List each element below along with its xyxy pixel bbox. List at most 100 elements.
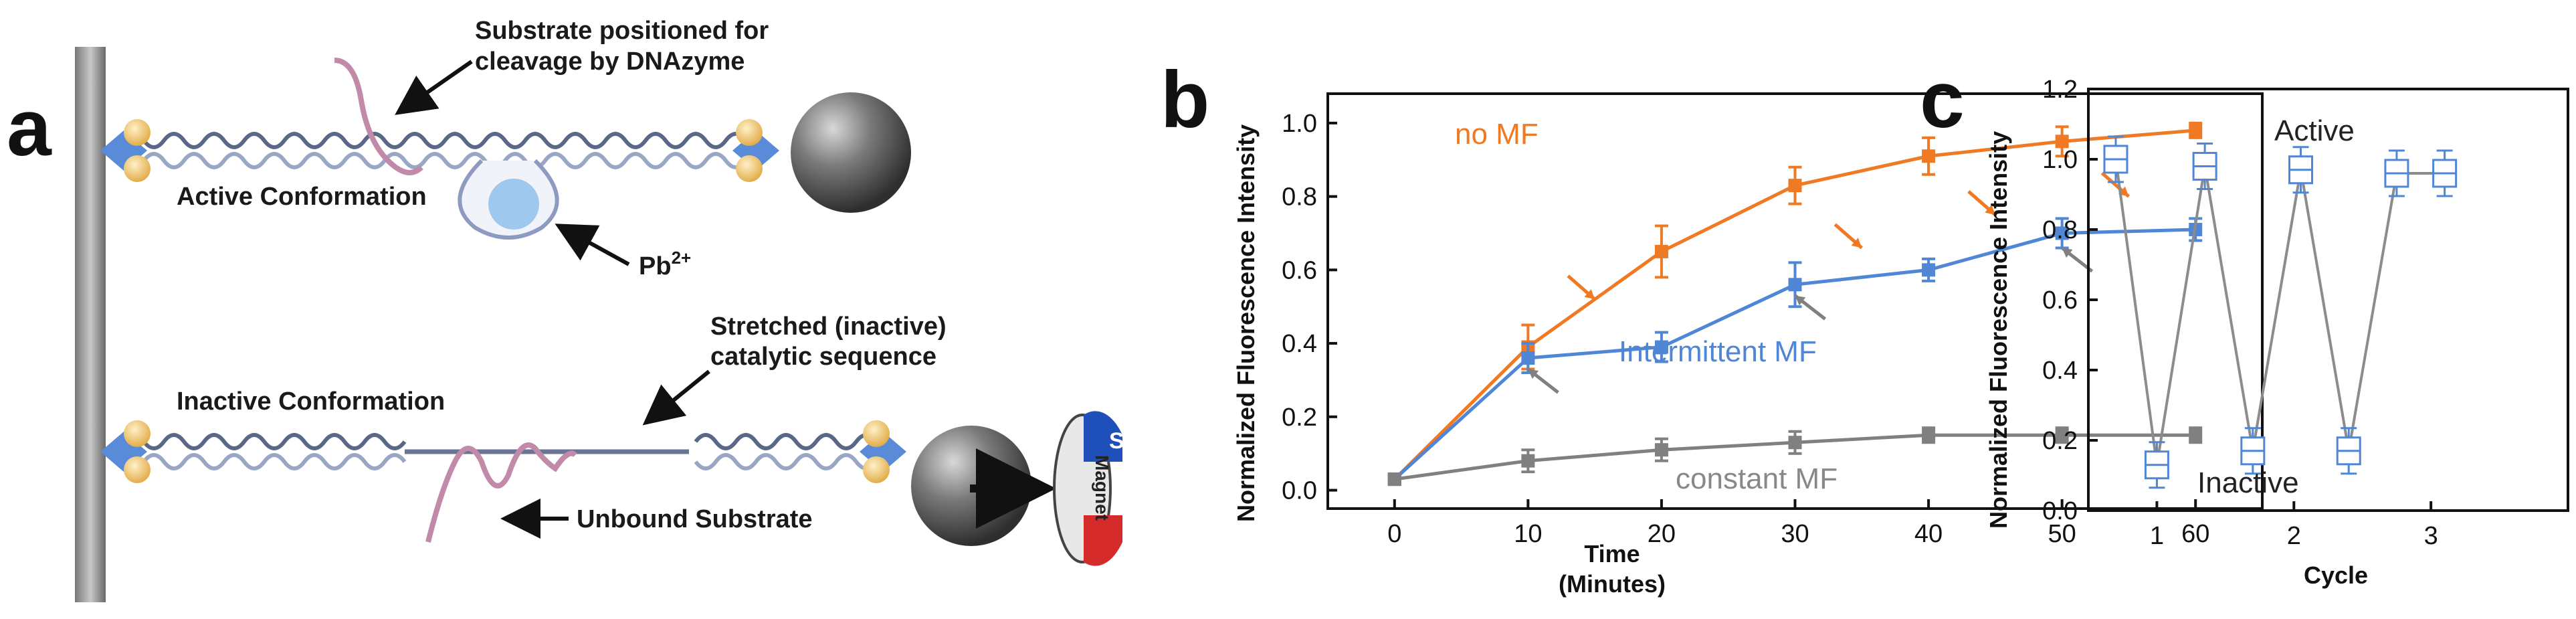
dna-helix-top-strand2 [122,152,768,169]
unbound-substrate-label: Unbound Substrate [577,505,813,533]
unbound-substrate-strand [425,442,577,543]
data-point [1788,179,1802,193]
gray-arrow-head [1528,369,1539,379]
anchor-node-left-bottom [100,420,151,483]
chart-b-xtick-label: 10 [1514,520,1542,548]
active-conformation-label: Active Conformation [177,183,427,211]
stretched-label-2: catalytic sequence [710,343,936,371]
panel-a: a Substrate positioned for cleavage by D… [7,17,1124,602]
data-point [2055,428,2069,442]
chart-c-ytick-label: 1.0 [2042,146,2078,174]
data-point [2189,123,2203,137]
chart-b-ytick-label: 1.0 [1282,110,1317,138]
anchor-node-right-top [732,119,779,182]
legend-no-mf: no MF [1455,118,1539,151]
data-point [1521,454,1535,468]
data-point [1521,351,1535,365]
data-point [1654,340,1668,354]
chart-b-annotation-arrows [1526,171,2131,394]
data-point [1922,428,1936,442]
dna-helix-bottom-right-strand1 [694,433,878,450]
pb-arrow [555,224,630,266]
chart-b-xticks: 0 10 20 30 40 50 60 [1387,499,2209,548]
chart-b-xtick-label: 40 [1914,520,1943,548]
data-point [1922,149,1936,163]
chart-c-ytick-label: 0.8 [2042,216,2078,244]
data-point [2189,428,2203,442]
chart-c-xticks: 1 2 3 [2150,501,2438,550]
dna-helix-bottom-right-strand2 [694,453,878,470]
chart-c-ytick-label: 0.2 [2042,427,2078,455]
dna-helix-bottom-left-strand2 [122,453,407,470]
stretched-arrow [642,369,710,426]
panel-letter-a: a [7,83,52,173]
chart-c-ylabel: Normalized Fluorescence Intensity [1985,131,2012,529]
chart-b-ytick-label: 0.0 [1282,477,1317,505]
panel-letter-b: b [1161,55,1209,145]
chart-b-xlabel-line1: Time [1584,540,1640,567]
inactive-conformation-label: Inactive Conformation [177,387,445,416]
anchor-node-right-bottom [860,420,906,483]
chart-b-yticks: 0.0 0.2 0.4 0.6 0.8 1.0 [1282,110,1337,505]
chart-c-yticks: 0.0 0.2 0.4 0.6 0.8 1.0 1.2 [2042,76,2098,525]
gray-arrow-head [1795,295,1806,306]
gray-arrow-head [2062,248,2073,258]
dna-helix-bottom-left-strand1 [122,433,407,450]
chart-b-ytick-label: 0.4 [1282,330,1317,358]
chart-b-xtick-label: 50 [2048,520,2076,548]
panel-c: c Normalized Fluorescence Intensity 0.00… [1920,55,2569,589]
panel-letter-c: c [1920,55,1965,145]
data-point [1922,263,1936,277]
data-point [2055,135,2069,149]
chart-c-active-label: Active [2274,114,2355,147]
chart-c-series [2103,135,2458,489]
data-point [1788,278,1802,292]
chart-c-xlabel: Cycle [2304,561,2368,589]
orange-arrow-head [1584,289,1595,300]
substrate-strand-bound [334,58,423,175]
panel-b: b Normalized Fluorescence Intensity 0.00… [1161,55,2264,598]
surface-wall [75,47,106,602]
svg-text:S: S [1109,428,1124,454]
stretched-label-1: Stretched (inactive) [710,313,947,341]
orange-arrow-head [1985,205,1995,215]
chart-c-ytick-label: 1.2 [2042,76,2078,104]
chart-b-ytick-label: 0.2 [1282,404,1317,432]
inactive-construct: S Magnet [100,411,1124,566]
data-point [1387,472,1401,487]
substrate-arrow [395,60,473,115]
svg-text:Magnet: Magnet [1092,455,1112,521]
orange-arrow-head [1851,238,1862,248]
chart-b-xtick-label: 0 [1387,520,1401,548]
chart-c-ytick-label: 0.4 [2042,357,2078,385]
cycle-line [2114,159,2445,466]
chart-b-xtick-label: 20 [1648,520,1676,548]
chart-b-ytick-label: 0.8 [1282,183,1317,211]
pb-label: Pb2+ [639,248,691,280]
active-construct [100,58,911,240]
chart-c-ytick-label: 0.0 [2042,497,2078,525]
legend-constant-mf: constant MF [1676,462,1838,495]
chart-b-ytick-label: 0.6 [1282,256,1317,284]
legend-intermittent-mf: Intermittent MF [1619,335,1817,368]
data-point [2055,226,2069,240]
chart-b-series [1387,121,2203,487]
substrate-positioned-label-2: cleavage by DNAzyme [475,48,745,76]
pb-ion-icon [488,179,539,230]
chart-b-ylabel: Normalized Fluorescence Intensity [1232,124,1260,522]
anchor-node-left-top [100,119,151,182]
data-point [1654,443,1668,457]
chart-c-inactive-label: Inactive [2197,466,2299,499]
magnet-icon: S Magnet [1053,411,1124,566]
magnetic-bead-top [791,92,911,213]
chart-c-xtick-label: 2 [2287,522,2301,550]
substrate-positioned-label-1: Substrate positioned for [475,17,769,45]
chart-c-xtick-label: 3 [2424,522,2438,550]
chart-c-ytick-label: 0.6 [2042,286,2078,315]
chart-b-xlabel-line2: (Minutes) [1559,570,1666,598]
chart-b-xtick-label: 30 [1781,520,1809,548]
chart-c-xtick-label: 1 [2150,522,2164,550]
data-point [1654,244,1668,258]
chart-b-xtick-label: 60 [2181,520,2209,548]
